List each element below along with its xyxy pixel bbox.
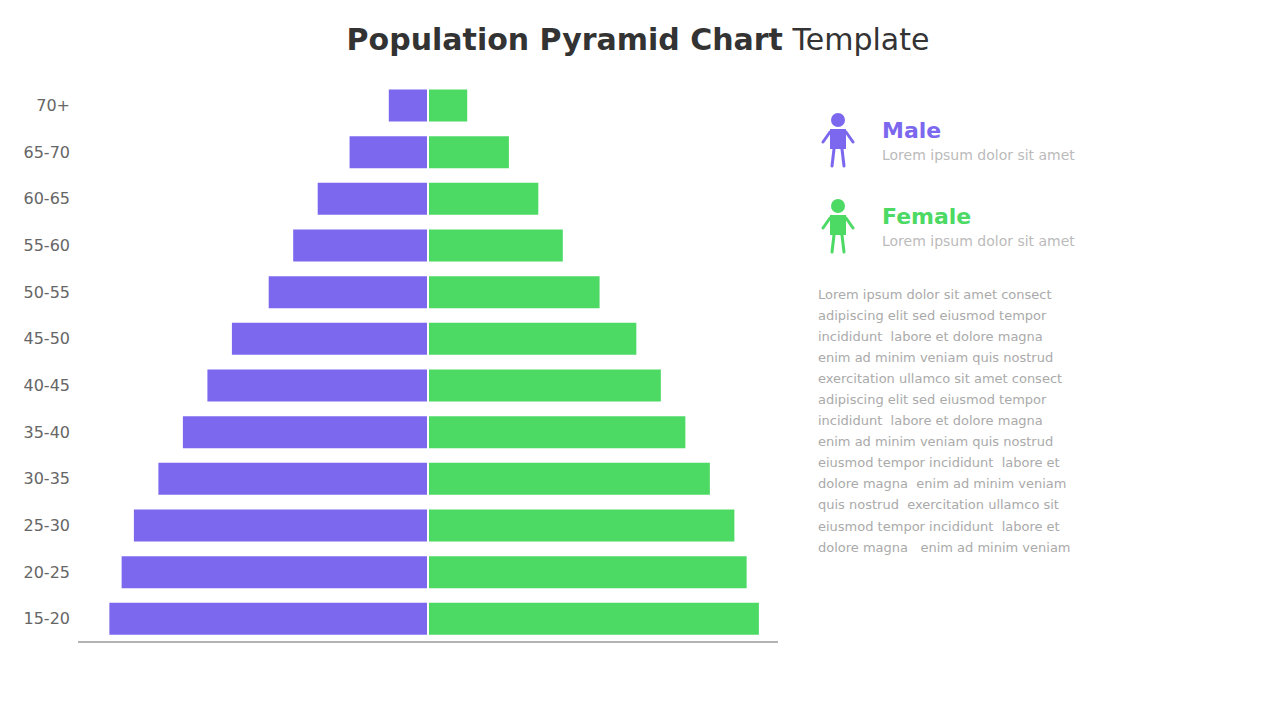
html-text:Lorem ipsum dolor sit amet: Lorem ipsum dolor sit amet <box>882 146 1075 163</box>
svg-text:70+: 70+ <box>36 96 70 115</box>
svg-text:55-60: 55-60 <box>24 236 71 255</box>
html-text:Lorem ipsum dolor sit amet: Lorem ipsum dolor sit amet <box>882 232 1075 249</box>
html-text:Lorem ipsum dolor sit amet con: Lorem ipsum dolor sit amet consect adipi… <box>818 287 1071 555</box>
svg-text:45-50: 45-50 <box>24 329 71 348</box>
svg-text:30-35: 30-35 <box>24 469 71 488</box>
svg-text:20-25: 20-25 <box>24 563 71 582</box>
svg-text:40-45: 40-45 <box>24 376 71 395</box>
html-text:Population Pyramid Chart Templ: Population Pyramid Chart Template <box>346 22 930 57</box>
svg-text:35-40: 35-40 <box>24 423 71 442</box>
html-text:Female: Female <box>882 203 972 229</box>
svg-text:65-70: 65-70 <box>24 143 71 162</box>
svg-text:60-65: 60-65 <box>24 189 71 208</box>
svg-text:25-30: 25-30 <box>24 516 71 535</box>
svg-text:50-55: 50-55 <box>24 283 71 302</box>
html-text:Male: Male <box>882 117 942 143</box>
svg-text:15-20: 15-20 <box>24 609 71 628</box>
